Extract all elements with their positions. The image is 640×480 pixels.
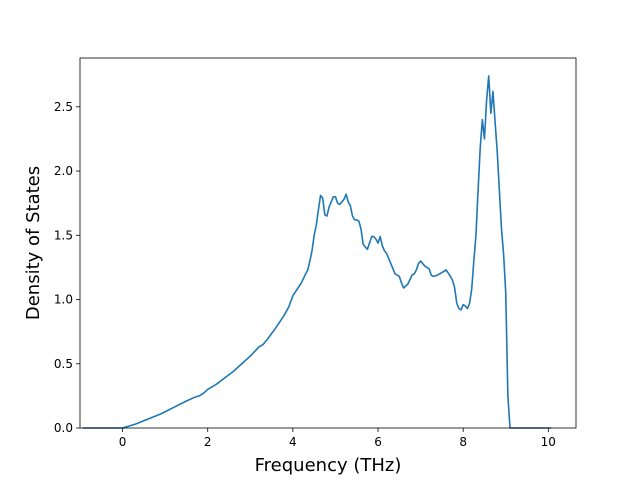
x-tick-label: 0 [119,435,127,449]
x-tick-label: 4 [289,435,297,449]
x-tick-label: 6 [374,435,382,449]
y-axis-label: Density of States [23,166,44,320]
x-tick-label: 10 [541,435,556,449]
x-tick-label: 8 [459,435,467,449]
dos-series-line [82,75,552,429]
y-tick-label: 2.5 [54,100,73,114]
y-tick-label: 0.5 [54,357,73,371]
axes-frame [79,57,577,429]
y-tick-label: 0.0 [54,421,73,435]
x-axis-ticks: 0 2 4 6 8 10 [119,428,556,449]
y-tick-label: 1.0 [54,293,73,307]
x-tick-label: 2 [204,435,212,449]
y-tick-label: 2.0 [54,164,73,178]
plot-area [80,58,576,428]
y-tick-label: 1.5 [54,228,73,242]
y-axis-ticks: 0.0 0.5 1.0 1.5 2.0 2.5 [54,100,80,435]
x-axis-label: Frequency (THz) [255,455,402,476]
